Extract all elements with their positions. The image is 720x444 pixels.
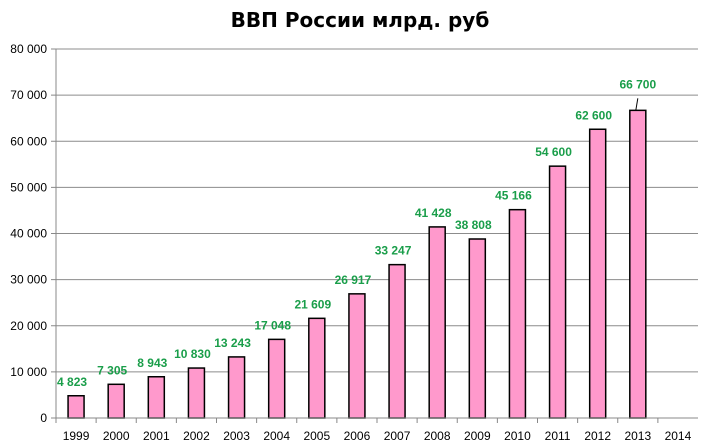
y-tick-label: 70 000 [10, 88, 47, 102]
bar-2011 [548, 165, 567, 419]
x-tick-label: 2011 [545, 429, 571, 443]
data-label: 26 917 [335, 273, 372, 287]
bar-1999 [67, 395, 85, 419]
x-tick-label: 2004 [263, 429, 290, 443]
data-label: 33 247 [375, 244, 412, 258]
y-tick-label: 10 000 [10, 365, 47, 379]
bar-2007 [388, 263, 406, 419]
x-tick-label: 2007 [384, 429, 411, 443]
x-tick-label: 2001 [143, 429, 170, 443]
bar-2008 [428, 226, 446, 419]
data-label: 13 243 [214, 336, 251, 350]
data-label: 54 600 [535, 145, 572, 159]
bar-2000 [107, 383, 125, 419]
chart-title: ВВП России млрд. руб [231, 8, 490, 32]
x-tick-label: 1999 [63, 429, 90, 443]
bar-2005 [308, 317, 326, 419]
x-tick-label: 2003 [223, 429, 250, 443]
data-label: 7 305 [97, 363, 127, 377]
x-tick-label: 2005 [303, 429, 330, 443]
bar-2004 [267, 338, 286, 419]
data-label: 10 830 [174, 347, 211, 361]
x-tick-label: 2002 [183, 429, 210, 443]
x-tick-label: 2012 [584, 429, 611, 443]
bar-2013 [629, 109, 647, 419]
data-label: 21 609 [294, 297, 331, 311]
bar-2006 [348, 293, 366, 419]
leader-line [635, 98, 639, 111]
y-tick-label: 40 000 [10, 227, 47, 241]
data-label: 45 166 [495, 189, 532, 203]
y-tick-label: 60 000 [10, 134, 47, 148]
bar-2003 [227, 356, 246, 419]
x-tick-label: 2000 [103, 429, 130, 443]
y-tick-label: 80 000 [10, 42, 47, 56]
data-label: 66 700 [619, 77, 656, 91]
bar-2010 [508, 208, 527, 419]
bar-2012 [588, 128, 607, 419]
x-tick-label: 2009 [464, 429, 491, 443]
x-tick-label: 2013 [624, 429, 651, 443]
data-label: 4 823 [57, 375, 87, 389]
bar-2002 [187, 367, 206, 419]
data-label: 62 600 [575, 108, 612, 122]
y-tick-label: 50 000 [10, 180, 47, 194]
data-label: 41 428 [415, 206, 452, 220]
x-tick-label: 2014 [665, 429, 692, 443]
x-tick-label: 2010 [504, 429, 531, 443]
x-tick-label: 2008 [424, 429, 451, 443]
data-label: 17 048 [254, 318, 291, 332]
y-tick-label: 20 000 [10, 319, 47, 333]
y-tick-label: 0 [40, 411, 47, 425]
bar-2001 [147, 376, 166, 419]
data-label: 8 943 [137, 356, 167, 370]
y-tick-label: 30 000 [10, 273, 47, 287]
x-tick-label: 2006 [344, 429, 371, 443]
bar-2009 [468, 238, 487, 419]
data-label: 38 808 [455, 218, 492, 232]
